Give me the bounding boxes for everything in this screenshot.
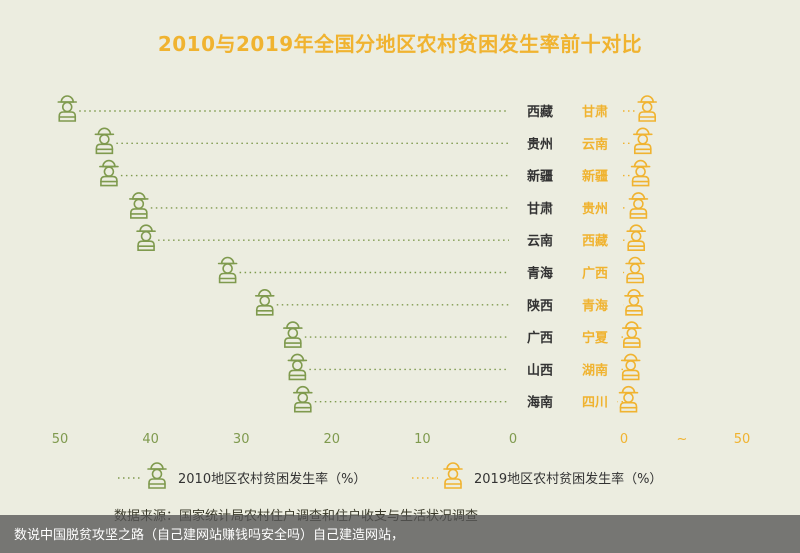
legend-label-2019: 2019地区农村贫困发生率（%） — [474, 471, 662, 487]
left-axis-tick: 0 — [509, 432, 517, 447]
right-axis-tick: 50 — [734, 432, 751, 447]
region-label-2019: 四川 — [582, 396, 608, 411]
left-axis-tick: 20 — [324, 432, 341, 447]
legend-farmer-icon-2019 — [443, 462, 463, 489]
farmer-icon-2010-云南 — [136, 224, 156, 251]
right-axis-tick: 0 — [620, 432, 628, 447]
watermark-bar: 数说中国脱贫攻坚之路（自己建网站赚钱吗安全吗）自己建造网站， — [0, 515, 800, 553]
farmer-icon-2019-甘肃 — [637, 95, 658, 122]
farmer-icon-2010-海南 — [293, 385, 313, 413]
farmer-icon-2010-西藏 — [57, 95, 78, 122]
legend-label-2010: 2010地区农村贫困发生率（%） — [178, 471, 366, 487]
region-label-2010: 云南 — [527, 233, 553, 249]
region-label-2010: 广西 — [527, 330, 553, 346]
region-label-2010: 青海 — [527, 266, 553, 282]
farmer-icon-2010-广西 — [283, 321, 303, 348]
region-label-2010: 新疆 — [527, 169, 553, 185]
legend-farmer-icon-2010 — [147, 462, 167, 489]
farmer-icon-2010-甘肃 — [129, 192, 149, 219]
left-axis-tick: 50 — [52, 432, 69, 447]
chart-title: 2010与2019年全国分地区农村贫困发生率前十对比 — [157, 32, 643, 56]
region-label-2019: 西藏 — [582, 233, 608, 249]
farmer-icon-2019-云南 — [632, 127, 653, 155]
farmer-icon-2019-四川 — [618, 385, 639, 413]
region-label-2019: 湖南 — [582, 362, 608, 378]
farmer-icon-2019-青海 — [624, 289, 644, 316]
region-label-2019: 贵州 — [582, 201, 608, 217]
farmer-icon-2019-新疆 — [630, 159, 651, 187]
farmer-icon-2010-陕西 — [254, 289, 275, 316]
farmer-icon-2010-山西 — [287, 353, 308, 381]
region-label-2019: 广西 — [582, 266, 608, 282]
right-axis-tick: ~ — [677, 432, 688, 447]
left-axis-tick: 30 — [233, 432, 250, 447]
farmer-icon-2010-新疆 — [99, 159, 119, 187]
farmer-icon-2019-湖南 — [620, 353, 641, 381]
farmer-icon-2010-贵州 — [94, 127, 115, 155]
farmer-icon-2019-宁夏 — [621, 321, 642, 348]
watermark-text: 数说中国脱贫攻坚之路（自己建网站赚钱吗安全吗）自己建造网站， — [14, 528, 405, 543]
region-label-2010: 海南 — [527, 395, 553, 411]
region-label-2019: 云南 — [582, 136, 608, 152]
farmer-icon-2019-广西 — [625, 256, 645, 284]
region-label-2010: 陕西 — [527, 298, 553, 314]
farmer-icon-2010-青海 — [217, 256, 238, 284]
farmer-icon-2019-西藏 — [626, 224, 647, 251]
left-axis-tick: 10 — [414, 432, 431, 447]
region-label-2010: 甘肃 — [527, 201, 553, 217]
region-label-2019: 甘肃 — [582, 104, 608, 120]
farmer-icon-2019-贵州 — [628, 192, 649, 219]
region-label-2019: 宁夏 — [582, 330, 609, 346]
region-label-2010: 贵州 — [527, 136, 553, 152]
region-label-2019: 新疆 — [582, 169, 608, 185]
region-label-2010: 西藏 — [527, 104, 553, 120]
region-label-2010: 山西 — [527, 362, 553, 378]
region-label-2019: 青海 — [582, 298, 608, 314]
left-axis-tick: 40 — [142, 432, 159, 447]
